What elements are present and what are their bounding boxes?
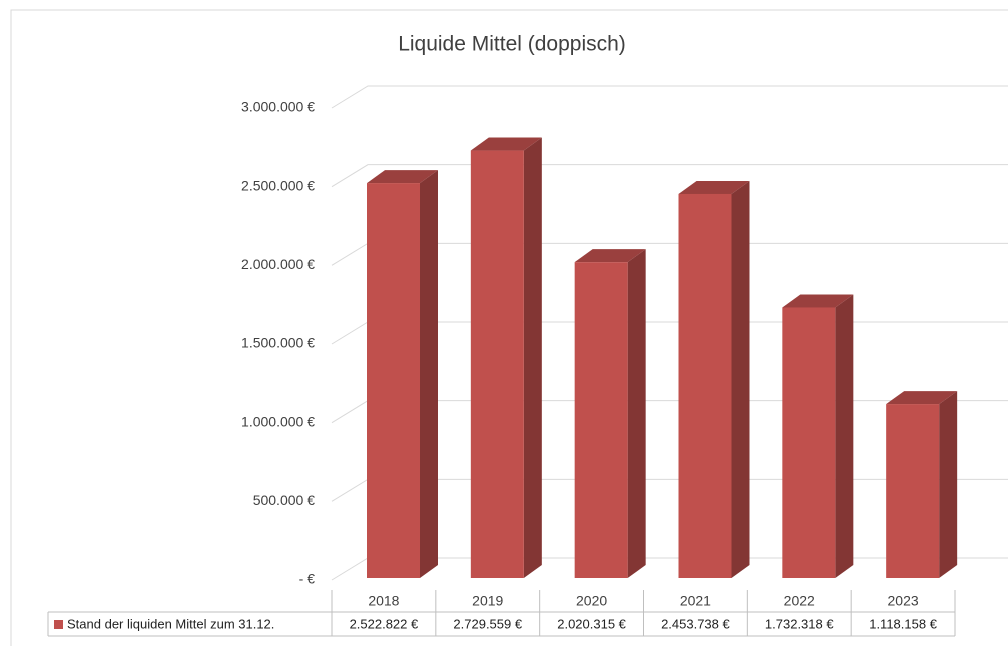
y-tick-label: - €	[299, 571, 316, 587]
bar-front	[886, 404, 940, 578]
bar-side	[835, 294, 854, 578]
y-tick-label: 2.500.000 €	[241, 177, 315, 193]
bar	[678, 180, 750, 578]
bar-top	[367, 170, 438, 184]
bar-side	[420, 170, 438, 579]
chart-title: Liquide Mittel (doppisch)	[398, 33, 626, 56]
bar-front	[574, 262, 628, 578]
bar	[782, 294, 854, 578]
legend-marker	[54, 620, 63, 629]
y-tick-label: 500.000 €	[253, 492, 315, 508]
x-tick-label: 2022	[784, 593, 815, 609]
y-tick-label: 1.500.000 €	[241, 335, 315, 351]
table-value: 2.522.822 €	[350, 616, 419, 631]
bar	[574, 249, 646, 579]
table-value: 2.729.559 €	[453, 616, 522, 631]
table-value: 1.118.158 €	[869, 616, 937, 631]
bar-side	[523, 137, 542, 578]
y-tick-label: 2.000.000 €	[241, 256, 315, 272]
x-tick-label: 2020	[576, 593, 607, 609]
y-tick-label: 3.000.000 €	[241, 99, 315, 115]
grid-line	[331, 164, 1008, 188]
bar	[470, 137, 542, 578]
bar-side	[731, 180, 750, 578]
bar-front	[678, 193, 732, 578]
x-tick-label: 2023	[888, 593, 919, 609]
y-tick-label: 1.000.000 €	[241, 413, 315, 429]
bar-front	[782, 307, 836, 578]
grid-line	[331, 85, 1008, 109]
bar-front	[470, 150, 524, 578]
bar-side	[627, 249, 646, 579]
table-value: 2.453.738 €	[661, 616, 730, 631]
bar-top	[782, 294, 854, 308]
bar-front	[367, 183, 420, 579]
bar-top	[886, 391, 958, 405]
x-tick-label: 2019	[472, 593, 503, 609]
bar-top	[470, 137, 542, 151]
bar	[886, 391, 958, 578]
bar	[367, 170, 438, 579]
bar-top	[678, 180, 750, 194]
table-value: 1.732.318 €	[765, 616, 834, 631]
table-value: 2.020.315 €	[557, 616, 626, 631]
legend-label: Stand der liquiden Mittel zum 31.12.	[67, 616, 274, 631]
x-tick-label: 2021	[680, 593, 711, 609]
x-tick-label: 2018	[368, 593, 399, 609]
bar-top	[574, 249, 646, 263]
bar-side	[939, 391, 958, 578]
